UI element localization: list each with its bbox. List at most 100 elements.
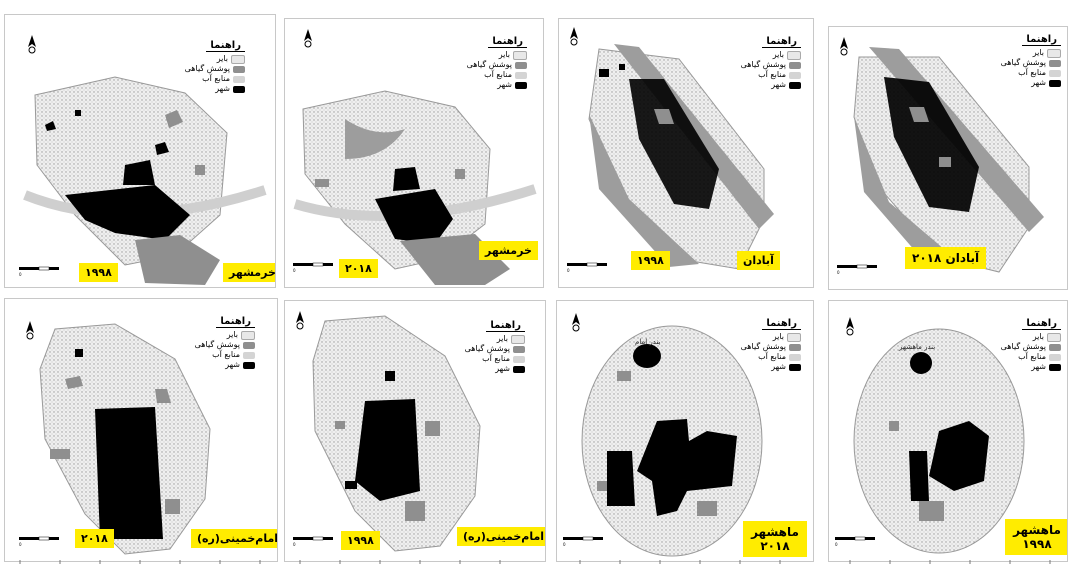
scale-bar-icon: 0	[837, 264, 877, 275]
scale-bar-icon: 0	[835, 536, 875, 547]
legend-swatch-vegetation	[789, 61, 801, 69]
land-cover-map	[39, 323, 211, 555]
legend-swatch-barren	[787, 332, 801, 342]
legend-swatch-city	[243, 361, 255, 369]
legend: راهنما بایر پوشش گیاهی منابع آب شهر	[737, 37, 801, 90]
scale-bar-icon: 0	[293, 262, 333, 273]
legend-swatch-city	[789, 363, 801, 371]
panel-imam-khomeini-1998: راهنما بایر پوشش گیاهی منابع آب شهر 0 ۱۹…	[284, 300, 546, 562]
legend-swatch-barren	[241, 330, 255, 340]
legend-label-barren: بایر	[1032, 48, 1044, 57]
panel-title-label: ماهشهر ۲۰۱۸	[743, 521, 807, 557]
legend-label-vegetation: پوشش گیاهی	[1000, 342, 1046, 351]
legend-label-barren: بایر	[496, 334, 508, 343]
panel-year-label: ۱۹۹۸	[79, 263, 118, 282]
legend-label-barren: بایر	[226, 330, 238, 339]
legend-swatch-city	[515, 81, 527, 89]
legend-label-water: منابع آب	[484, 70, 512, 79]
north-arrow-icon	[296, 311, 304, 330]
legend-swatch-water	[1049, 69, 1061, 77]
legend: راهنما بایر پوشش گیاهی منابع آب شهر	[461, 321, 525, 374]
north-arrow-icon	[846, 317, 854, 336]
legend: راهنما بایر پوشش گیاهی منابع آب شهر	[997, 35, 1061, 88]
panel-khorramshahr-2018: راهنما بایر پوشش گیاهی منابع آب شهر 0 ۲۰…	[284, 18, 544, 288]
bottom-tick-ruler	[19, 560, 1051, 564]
land-cover-map	[23, 76, 267, 285]
legend-label-vegetation: پوشش گیاهی	[184, 64, 230, 73]
land-cover-map	[853, 47, 1044, 273]
legend-label-city: شهر	[1031, 362, 1046, 371]
legend-swatch-vegetation	[1049, 343, 1061, 351]
legend-swatch-water	[243, 351, 255, 359]
legend-swatch-vegetation	[233, 65, 245, 73]
legend-label-water: منابع آب	[202, 74, 230, 83]
legend-label-water: منابع آب	[482, 354, 510, 363]
legend-swatch-city	[1049, 79, 1061, 87]
legend-swatch-city	[513, 365, 525, 373]
panel-imam-khomeini-2018: راهنما بایر پوشش گیاهی منابع آب شهر 0 ۲۰…	[4, 298, 278, 562]
north-arrow-icon	[28, 35, 36, 54]
legend-label-vegetation: پوشش گیاهی	[464, 344, 510, 353]
legend-swatch-water	[513, 355, 525, 363]
scale-bar-icon: 0	[293, 536, 333, 547]
panel-year-label: ۲۰۱۸	[75, 529, 114, 548]
north-arrow-icon	[840, 37, 848, 56]
land-cover-map	[581, 325, 763, 557]
panel-mahshahr-2018: بندر امام راهنما بایر پوشش گیاهی منابع آ…	[556, 300, 814, 562]
legend-title: راهنما	[488, 37, 527, 48]
legend-label-vegetation: پوشش گیاهی	[740, 60, 786, 69]
panel-year-label: ۲۰۱۸	[339, 259, 378, 278]
legend-title: راهنما	[762, 37, 801, 48]
place-label-bandar-mahshahr: بندر ماهشهر	[899, 343, 936, 351]
legend-title: راهنما	[216, 317, 255, 328]
legend-label-vegetation: پوشش گیاهی	[194, 340, 240, 349]
legend-swatch-water	[1049, 353, 1061, 361]
panel-city-label: امام‌خمینی(ره)	[457, 527, 545, 546]
north-arrow-icon	[572, 313, 580, 332]
legend-swatch-barren	[231, 54, 245, 64]
legend-label-water: منابع آب	[758, 352, 786, 361]
legend-title: راهنما	[1022, 35, 1061, 46]
legend-swatch-vegetation	[789, 343, 801, 351]
legend-swatch-barren	[511, 334, 525, 344]
legend-label-water: منابع آب	[212, 350, 240, 359]
panel-city-label: خرمشهر	[223, 263, 275, 282]
north-arrow-icon	[26, 321, 34, 340]
legend-label-vegetation: پوشش گیاهی	[740, 342, 786, 351]
panel-khorramshahr-1998: راهنما بایر پوشش گیاهی منابع آب شهر 0 ۱۹…	[4, 14, 276, 288]
legend-title: راهنما	[762, 319, 801, 330]
legend-label-water: منابع آب	[1018, 352, 1046, 361]
legend-label-city: شهر	[771, 362, 786, 371]
land-cover-map	[853, 328, 1025, 554]
north-arrow-icon	[304, 29, 312, 48]
legend: راهنما بایر پوشش گیاهی منابع آب شهر	[737, 319, 801, 372]
legend-label-vegetation: پوشش گیاهی	[1000, 58, 1046, 67]
svg-text:0: 0	[835, 542, 838, 547]
panel-mahshahr-1998: بندر ماهشهر راهنما بایر پوشش گیاهی منابع…	[828, 300, 1068, 562]
land-cover-map	[312, 315, 481, 552]
scale-bar-icon: 0	[19, 536, 59, 547]
legend-label-city: شهر	[225, 360, 240, 369]
svg-text:0: 0	[837, 270, 840, 275]
legend-swatch-vegetation	[513, 345, 525, 353]
legend-label-city: شهر	[771, 80, 786, 89]
legend-label-barren: بایر	[772, 332, 784, 341]
legend-label-barren: بایر	[1032, 332, 1044, 341]
panel-title-label: آبادان ۲۰۱۸	[905, 247, 987, 269]
legend-swatch-barren	[787, 50, 801, 60]
legend-swatch-city	[789, 81, 801, 89]
scale-bar-icon: 0	[563, 536, 603, 547]
legend-swatch-water	[233, 75, 245, 83]
svg-text:0: 0	[293, 542, 296, 547]
legend-swatch-water	[789, 353, 801, 361]
svg-text:0: 0	[563, 542, 566, 547]
legend-label-barren: بایر	[216, 54, 228, 63]
legend-title: راهنما	[486, 321, 525, 332]
legend-label-city: شهر	[495, 364, 510, 373]
legend: راهنما بایر پوشش گیاهی منابع آب شهر	[181, 41, 245, 94]
land-cover-map	[588, 44, 774, 270]
legend: راهنما بایر پوشش گیاهی منابع آب شهر	[997, 319, 1061, 372]
legend: راهنما بایر پوشش گیاهی منابع آب شهر	[191, 317, 255, 370]
legend-swatch-vegetation	[515, 61, 527, 69]
